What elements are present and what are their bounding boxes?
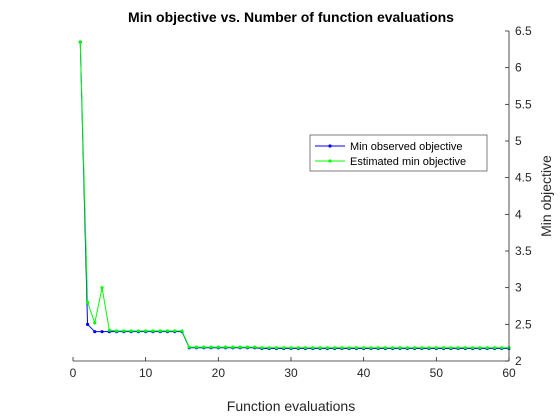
data-point [165,329,170,333]
data-point [471,346,475,350]
data-point [216,345,220,349]
data-point [347,346,351,350]
data-point [456,346,460,350]
data-point [325,346,329,350]
y-tick-label: 4.5 [515,171,532,185]
y-tick-label: 6 [515,61,522,75]
y-tick-label: 5 [515,134,522,148]
data-point [340,346,344,350]
data-point [100,286,104,290]
data-point [260,346,264,350]
y-tick-label: 5.5 [515,97,532,111]
y-tick-label: 2 [515,354,522,368]
data-point [180,329,184,333]
series-1 [78,40,511,350]
data-point [369,346,373,350]
data-point [303,346,308,350]
data-point [449,346,453,350]
series-layer [78,40,511,351]
y-tick-label: 4 [515,207,522,221]
data-point [296,346,300,350]
data-point [194,345,199,349]
legend-box [309,134,488,172]
legend-item-estimated: Estimated min objective [315,156,466,168]
data-point [267,346,271,350]
x-tick-label: 0 [70,366,77,380]
x-tick-label: 20 [212,366,226,380]
data-point [485,346,489,350]
data-point [144,329,148,333]
data-point [136,329,140,333]
y-axis-label: Min objective [538,155,554,237]
data-point [231,345,235,349]
data-point [115,329,119,333]
data-point [245,345,249,349]
x-tick-label: 60 [502,366,516,380]
plot-area [73,31,509,361]
data-point [93,321,97,325]
data-point [354,346,358,350]
data-point [122,329,126,333]
data-point [391,346,395,350]
x-axis-label: Function evaluations [227,398,355,414]
data-point [311,346,315,350]
data-point [442,346,446,350]
data-point [463,346,467,350]
data-point [93,330,97,334]
y-tick-label: 3 [515,281,522,295]
data-point [333,346,337,350]
data-point [151,329,155,333]
data-point [362,346,366,350]
data-point [224,345,228,349]
data-point [383,346,388,350]
chart-title: Min objective vs. Number of function eva… [128,9,454,25]
data-point [274,346,279,350]
legend-marker-observed [328,144,332,148]
data-point [318,346,322,350]
x-tick-label: 50 [430,366,444,380]
data-point [492,346,497,350]
legend-item-observed: Min observed objective [315,141,463,153]
data-point [107,328,111,332]
data-point [85,322,90,326]
y-tick-label: 6.5 [515,24,532,38]
x-tick-label: 40 [357,366,371,380]
x-tick-label: 10 [139,366,153,380]
data-point [427,346,431,350]
y-tick-label: 3.5 [515,244,532,258]
data-point [253,345,257,349]
data-point [173,329,177,333]
data-point [85,300,90,304]
data-point [187,345,191,349]
data-point [158,329,162,333]
data-point [100,330,104,334]
data-point [405,346,409,350]
legend-label-estimated: Estimated min objective [350,156,466,168]
data-point [209,345,213,349]
data-point [500,346,504,350]
data-point [202,345,206,349]
legend-label-observed: Min observed objective [350,141,463,153]
data-point [238,345,242,349]
data-point [376,346,380,350]
axes-layer: 0 10 20 30 40 50 602 2.5 3 3.5 4 4.5 5 5.5 6 6.5 [70,24,532,380]
data-point [420,346,424,350]
data-point [289,346,293,350]
x-tick-label: 30 [284,366,298,380]
data-point [398,346,402,350]
legend-marker-estimated [328,159,332,163]
y-tick-label: 2.5 [515,317,532,331]
data-point [282,346,286,350]
data-point [412,346,417,350]
data-point [78,40,82,44]
data-point [434,346,438,350]
data-point [129,329,133,333]
legend: Min observed objective Estimated min obj… [309,134,488,172]
data-point [478,346,482,350]
